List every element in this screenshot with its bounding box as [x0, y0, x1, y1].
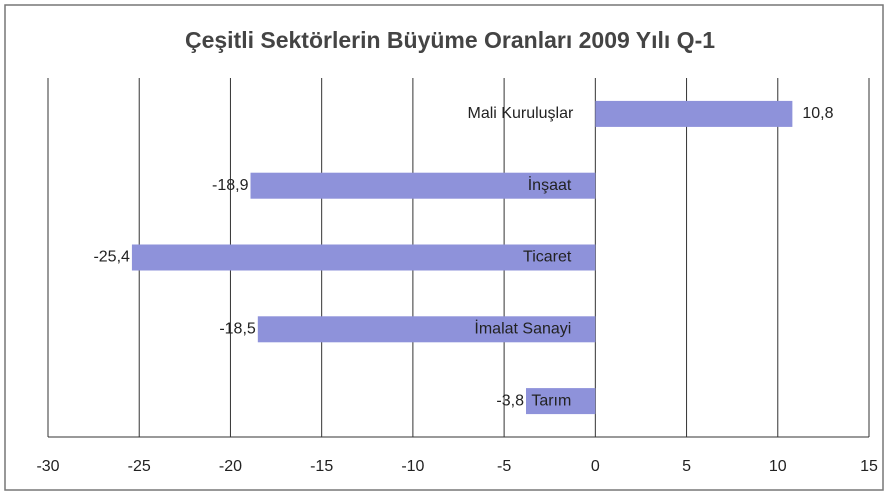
value-label: -18,5	[219, 321, 256, 338]
x-tick-label: 10	[769, 458, 787, 475]
bar	[526, 388, 596, 415]
x-tick-label: -10	[401, 458, 424, 475]
category-label: İnşaat	[528, 175, 572, 194]
x-tick-label: 5	[682, 458, 691, 475]
x-tick-label: -15	[310, 458, 333, 475]
value-label: -18,9	[212, 177, 249, 194]
bar	[250, 172, 596, 199]
category-label: Mali Kuruluşlar	[468, 105, 574, 122]
x-tick-label: -30	[36, 458, 59, 475]
category-label: Ticaret	[523, 249, 572, 266]
value-label: -3,8	[496, 392, 524, 409]
value-label: 10,8	[802, 105, 833, 122]
x-tick-label: 0	[591, 458, 600, 475]
category-label: İmalat Sanayi	[474, 319, 571, 338]
chart-title: Çeşitli Sektörlerin Büyüme Oranları 2009…	[185, 27, 715, 53]
value-label: -25,4	[93, 249, 130, 266]
bar	[131, 244, 596, 271]
x-tick-label: 15	[860, 458, 878, 475]
bar	[595, 100, 793, 127]
x-tick-label: -5	[497, 458, 511, 475]
category-label: Tarım	[531, 392, 571, 409]
bar	[257, 316, 596, 343]
x-tick-label: -20	[219, 458, 242, 475]
x-tick-label: -25	[128, 458, 151, 475]
